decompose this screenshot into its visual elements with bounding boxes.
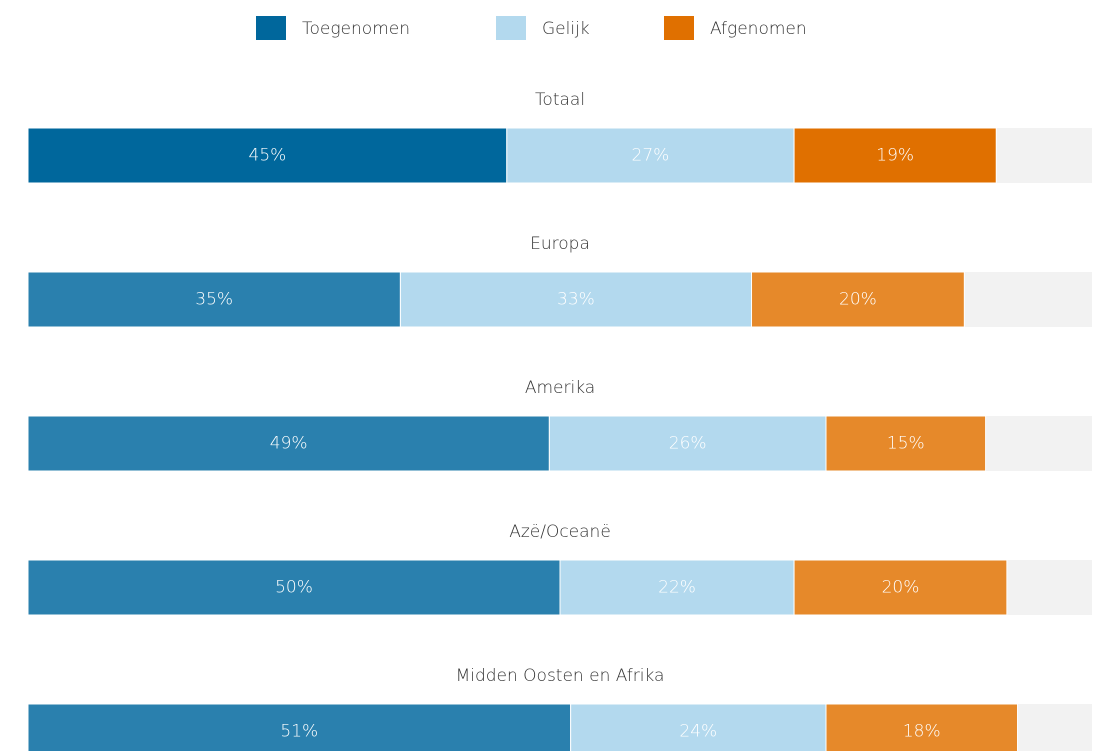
bar-segment [793,559,1008,616]
value-label: 18% [903,722,941,742]
bar-segment [27,271,401,328]
value-label: 19% [876,146,914,166]
legend-label: Afgenomen [710,19,807,39]
legend-label: Toegenomen [302,19,410,39]
value-label: 22% [658,578,696,598]
category-label: Totaal [535,90,585,110]
value-label: 27% [632,146,670,166]
category-label: Midden Oosten en Afrika [456,666,665,686]
bar-segment [793,127,997,184]
bar-segment [27,703,572,751]
category-label: Azë/Oceanë [509,522,611,542]
bar-segment [548,415,827,472]
category-label: Amerika [525,378,595,398]
bar-segment [399,271,753,328]
bar-segment [825,415,987,472]
bar-segment [27,415,550,472]
value-label: 49% [270,434,308,454]
value-label: 50% [275,578,313,598]
bar-segment [559,559,795,616]
value-label: 20% [839,290,877,310]
legend-label: Gelijk [542,19,590,39]
value-label: 15% [887,434,925,454]
bar-segment [27,127,508,184]
legend-swatch [496,16,526,40]
bar-segment [751,271,965,328]
value-label: 51% [280,722,318,742]
value-label: 45% [249,146,287,166]
value-label: 26% [669,434,707,454]
legend-swatch [256,16,286,40]
value-label: 24% [679,722,717,742]
legend-swatch [664,16,694,40]
category-label: Europa [530,234,590,254]
bar-segment [27,559,561,616]
bar-segment [825,703,1019,751]
value-label: 20% [882,578,920,598]
value-label: 35% [195,290,233,310]
bar-segment [506,127,795,184]
value-label: 33% [557,290,595,310]
